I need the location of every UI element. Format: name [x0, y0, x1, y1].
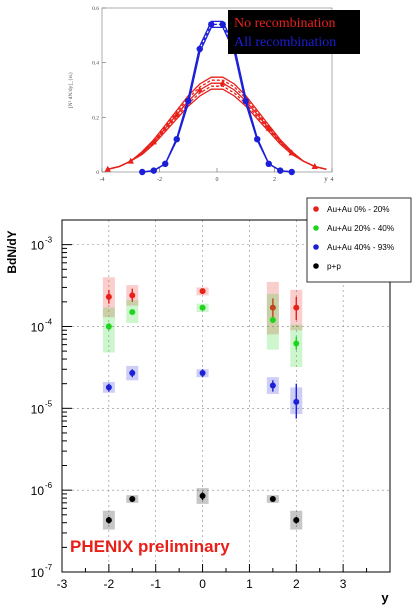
recombination-inset-chart: -4 -2 0 2 4 0 0.2 0.4 0.6 y [N² dN/dy]_{rs} No reco…: [60, 0, 366, 192]
data-point: [269, 495, 276, 502]
x-tick-label: 0: [199, 577, 206, 591]
legend-marker: [313, 263, 319, 269]
y-tick-exponent: -6: [45, 481, 53, 490]
inset-data-point: [265, 160, 272, 167]
inset-y-tick-label: 0.2: [92, 115, 99, 121]
legend-marker: [313, 244, 319, 250]
inset-data-point: [288, 149, 295, 156]
inset-data-point: [208, 21, 215, 28]
inset-series-line: [107, 88, 327, 170]
inset-x-tick-label: -2: [157, 177, 162, 183]
x-tick-label: 3: [340, 577, 347, 591]
inset-data-point: [196, 86, 203, 93]
inset-data-point: [219, 79, 226, 86]
legend-entry: Au+Au 40% - 93%: [327, 243, 394, 252]
y-tick-exponent: -5: [45, 399, 53, 408]
y-tick-exponent: -4: [45, 317, 53, 326]
data-point: [129, 292, 136, 299]
data-point: [199, 304, 206, 311]
inset-data-point: [173, 111, 180, 118]
inset-data-point: [162, 160, 169, 167]
inset-x-tick-label: 4: [331, 177, 334, 183]
data-point: [293, 517, 300, 524]
y-tick-label: 10: [31, 484, 45, 498]
inset-data-point: [288, 168, 295, 176]
recombination-chart-svg: -4 -2 0 2 4 0 0.2 0.4 0.6 y [N² dN/dy]_{rs} No reco…: [68, 6, 366, 183]
data-point: [129, 495, 136, 502]
inset-data-point: [242, 97, 249, 105]
data-point: [269, 382, 276, 389]
y-tick-exponent: -7: [45, 563, 53, 572]
inset-series-line: [107, 85, 327, 170]
data-point: [105, 384, 112, 391]
series-1: [102, 293, 303, 367]
rapidity-distribution-chart: -3 -2 -1 0 1 2 3 y 10 -7 10 -6 10 -5 10 -4 10 -3 BdN/dY PHE…: [0, 196, 415, 606]
inset-data-point: [265, 124, 272, 131]
legend-entry: Au+Au 0% - 20%: [327, 205, 390, 214]
data-point: [129, 370, 136, 377]
y-tick-label: 10: [31, 239, 45, 253]
inset-data-point: [173, 136, 180, 143]
y-axis-label: BdN/dY: [5, 230, 19, 273]
inset-data-point: [150, 167, 157, 174]
x-tick-label: 1: [246, 577, 253, 591]
inset-legend-box: [228, 10, 366, 54]
x-tick-label: 2: [293, 577, 300, 591]
inset-series-line: [107, 82, 327, 170]
inset-x-tick-label: -4: [100, 177, 105, 183]
data-point: [105, 517, 112, 524]
data-point: [199, 288, 206, 295]
inset-x-tick-label: 2: [273, 177, 276, 183]
inset-data-point: [277, 167, 284, 174]
inset-y-tick-label: 0.6: [92, 6, 99, 12]
data-point: [199, 370, 206, 377]
inset-data-point: [127, 157, 134, 164]
series-3: [102, 488, 303, 530]
inset-legend-entry: No recombination: [234, 16, 335, 31]
x-tick-label: -3: [57, 577, 68, 591]
y-tick-label: 10: [31, 320, 45, 334]
legend-marker: [313, 206, 319, 212]
data-point: [293, 340, 300, 347]
series-0: [102, 277, 303, 335]
inset-data-point: [185, 97, 192, 105]
inset-data-point: [311, 163, 318, 170]
inset-data-point: [150, 138, 157, 145]
legend-marker: [313, 225, 319, 231]
inset-y-tick-label: 0: [96, 170, 99, 176]
inset-data-point: [219, 21, 226, 28]
inset-data-point: [104, 165, 111, 172]
inset-data-point: [254, 136, 261, 143]
inset-y-axis-label: [N² dN/dy]_{rs}: [68, 71, 74, 108]
y-tick-exponent: -3: [45, 236, 53, 245]
y-tick-label: 10: [31, 566, 45, 580]
x-axis-label: y: [381, 590, 389, 605]
legend-box: [306, 197, 412, 283]
data-point: [293, 398, 300, 405]
x-tick-label: -1: [150, 577, 161, 591]
legend-entry: Au+Au 20% - 40%: [327, 224, 394, 233]
data-point: [105, 293, 112, 300]
inset-y-tick-label: 0.4: [92, 61, 99, 67]
inset-data-point: [139, 168, 146, 176]
x-tick-label: -2: [104, 577, 115, 591]
phenix-preliminary-label: PHENIX preliminary: [70, 537, 230, 556]
inset-data-point: [196, 45, 203, 53]
data-point: [269, 304, 276, 311]
inset-legend-entry: All recombination: [234, 35, 336, 50]
inset-series-0: [104, 76, 327, 172]
data-point: [129, 309, 136, 316]
series-2: [102, 365, 303, 419]
data-point: [269, 316, 276, 323]
data-point: [199, 492, 206, 499]
legend-entry: p+p: [327, 262, 341, 271]
inset-x-tick-label: 0: [216, 177, 219, 183]
y-tick-label: 10: [31, 402, 45, 416]
data-point: [105, 323, 112, 330]
inset-series-line: [142, 26, 292, 173]
inset-x-axis-label: y: [324, 175, 328, 183]
data-point: [293, 304, 300, 311]
